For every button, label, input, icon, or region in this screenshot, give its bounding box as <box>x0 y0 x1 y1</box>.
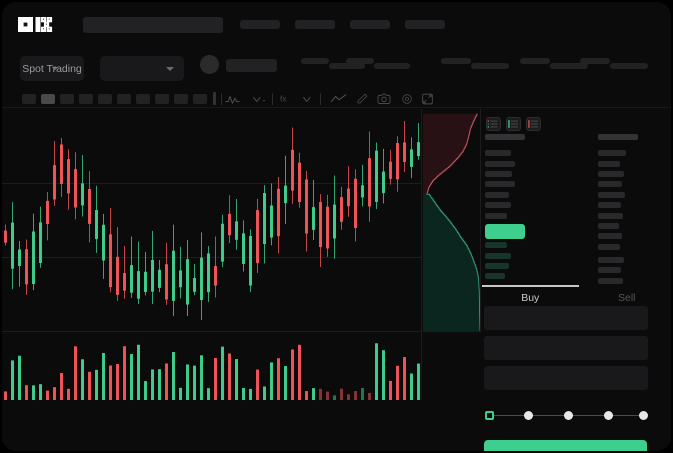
svg-text:fx: fx <box>280 94 287 104</box>
